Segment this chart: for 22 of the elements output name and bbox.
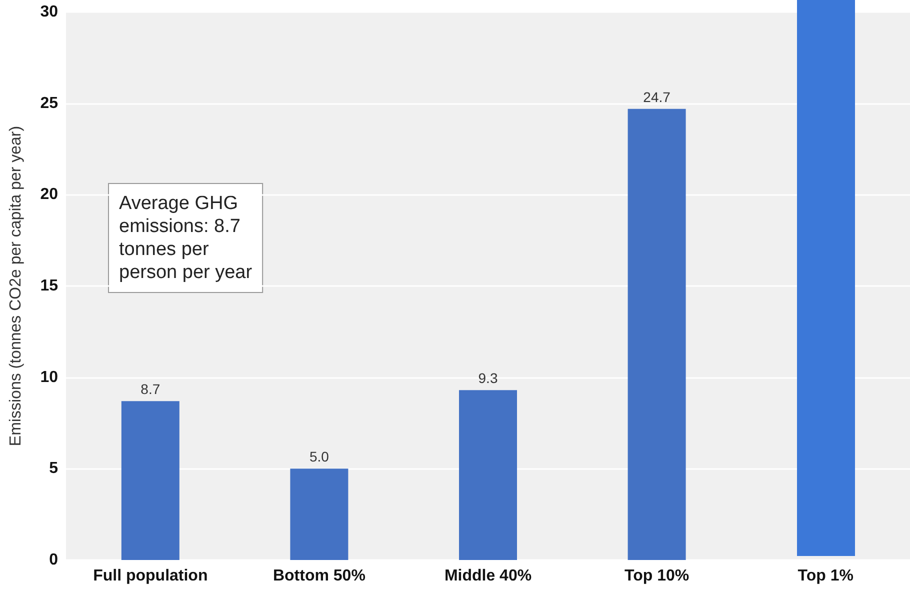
data-label: 24.7	[643, 88, 671, 105]
data-label: 8.7	[140, 381, 160, 398]
y-axis-title: Emissions (tonnes CO2e per capita per year)	[8, 126, 24, 446]
y-tick-label: 10	[40, 368, 58, 386]
y-tick-label: 30	[40, 4, 58, 20]
x-tick-label: Middle 40%	[444, 568, 532, 584]
y-tick-label: 5	[49, 460, 58, 478]
x-tick-label: Top 1%	[798, 568, 854, 584]
data-label: 9.3	[478, 370, 498, 386]
y-tick-label: 20	[40, 186, 58, 204]
x-tick-label: Bottom 50%	[272, 568, 366, 584]
y-tick-label: 25	[40, 94, 58, 112]
y-tick-label: 15	[40, 278, 58, 294]
data-label: 5.0	[309, 448, 330, 465]
x-tick-label: Top 10%	[624, 568, 690, 584]
bar	[459, 390, 517, 560]
x-tick-label: Full population	[93, 568, 208, 584]
bar	[628, 108, 686, 560]
y-tick-label: 0	[49, 552, 58, 568]
bar	[121, 401, 180, 560]
bar	[290, 468, 348, 560]
annotation: Average GHG emissions: 8.7 tonnes per person per year	[119, 193, 253, 283]
